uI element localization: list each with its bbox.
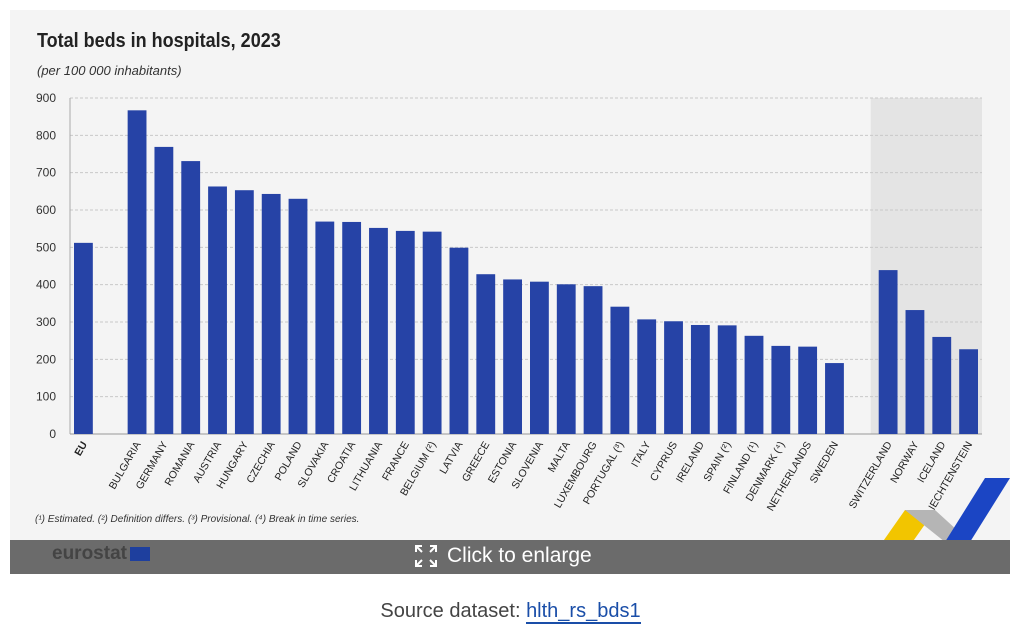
expand-icon	[415, 545, 437, 567]
bar-hungary	[234, 190, 254, 434]
bar-cyprus	[664, 321, 683, 434]
x-tick-label: EU	[72, 440, 90, 459]
bar-lithuania	[369, 227, 388, 434]
y-tick-label: 800	[36, 128, 56, 142]
y-tick-label: 200	[36, 352, 56, 366]
bar-norway	[905, 310, 925, 434]
bar-czechia	[261, 193, 281, 434]
bar-poland	[288, 198, 308, 434]
bar-switzerland	[878, 270, 898, 434]
y-tick-label: 500	[36, 240, 56, 254]
bar-greece	[476, 274, 496, 434]
eurostat-logo: eurostat	[52, 543, 150, 565]
bar-romania	[181, 161, 201, 435]
bar-finland	[744, 335, 764, 434]
bar-croatia	[342, 221, 362, 434]
bar-ireland	[690, 324, 710, 434]
chart-subtitle: (per 100 000 inhabitants)	[37, 63, 182, 78]
bar-austria	[208, 186, 227, 434]
source-line: Source dataset: hlth_rs_bds1	[0, 600, 1021, 624]
bar-denmark	[771, 345, 791, 434]
eu-flag-icon	[129, 547, 150, 561]
logo-text: eurostat	[52, 543, 127, 564]
bar-liechtenstein	[959, 349, 978, 434]
y-tick-label: 100	[36, 390, 56, 404]
bar-portugal	[610, 306, 630, 434]
bar-slovenia	[530, 281, 549, 434]
y-tick-label: 700	[36, 166, 56, 180]
x-tick-label: MALTA	[546, 440, 573, 475]
bar-belgium	[422, 231, 442, 434]
bar-sweden	[825, 363, 844, 434]
bar-italy	[637, 319, 657, 434]
bar-luxembourg	[583, 286, 603, 434]
chart-title: Total beds in hospitals, 2023	[37, 30, 281, 52]
enlarge-bar[interactable]	[10, 540, 1010, 574]
x-tick-label: LATVIA	[437, 440, 465, 477]
footnote: (¹) Estimated. (²) Definition differs. (…	[35, 514, 360, 525]
bar-malta	[556, 284, 576, 434]
x-tick-label: ITALY	[629, 440, 653, 470]
bar-france	[395, 230, 415, 434]
y-tick-label: 0	[49, 427, 56, 441]
y-tick-label: 900	[36, 91, 56, 105]
bar-eu	[74, 242, 93, 434]
bar-latvia	[449, 247, 469, 434]
bar-iceland	[932, 336, 952, 434]
enlarge-label: Click to enlarge	[447, 544, 592, 567]
y-tick-label: 400	[36, 278, 56, 292]
bar-slovakia	[315, 221, 335, 434]
source-label: Source dataset:	[380, 600, 521, 622]
bar-germany	[154, 146, 174, 434]
bar-estonia	[503, 279, 522, 434]
source-dataset-link[interactable]: hlth_rs_bds1	[526, 600, 641, 624]
bar-bulgaria	[127, 110, 147, 434]
bar-netherlands	[798, 346, 818, 434]
y-tick-label: 600	[36, 203, 56, 217]
click-to-enlarge-button[interactable]: Click to enlarge	[415, 544, 592, 568]
y-tick-label: 300	[36, 315, 56, 329]
bar-spain	[717, 325, 737, 434]
